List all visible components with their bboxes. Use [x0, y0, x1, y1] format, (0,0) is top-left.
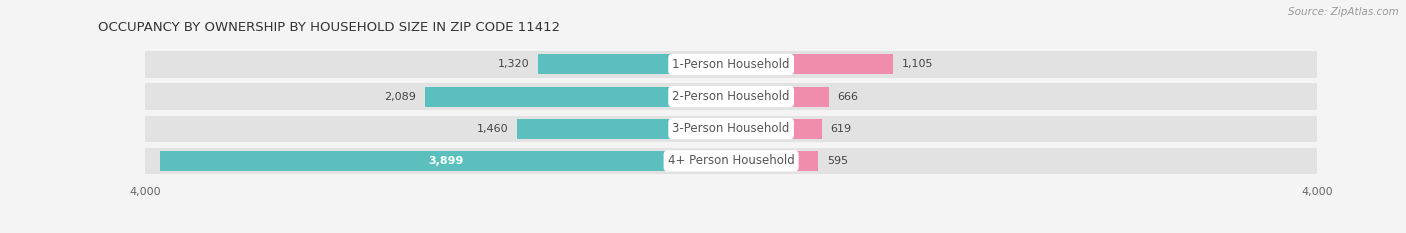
Text: 3,899: 3,899 [427, 156, 464, 166]
Text: 595: 595 [827, 156, 848, 166]
Bar [160, 151, 731, 171]
Bar [731, 55, 893, 74]
Text: 2,089: 2,089 [384, 92, 416, 102]
Text: 1,105: 1,105 [901, 59, 934, 69]
Bar [145, 148, 731, 174]
Bar [145, 83, 731, 110]
Bar [731, 151, 818, 171]
Bar [425, 87, 731, 106]
Bar [145, 51, 731, 78]
Text: 666: 666 [838, 92, 859, 102]
Bar [731, 116, 1317, 142]
Text: OCCUPANCY BY OWNERSHIP BY HOUSEHOLD SIZE IN ZIP CODE 11412: OCCUPANCY BY OWNERSHIP BY HOUSEHOLD SIZE… [98, 21, 561, 34]
Text: 2-Person Household: 2-Person Household [672, 90, 790, 103]
Text: 1,320: 1,320 [498, 59, 529, 69]
Text: 3-Person Household: 3-Person Household [672, 122, 790, 135]
Text: 619: 619 [831, 124, 852, 134]
Bar [731, 83, 1317, 110]
Text: Source: ZipAtlas.com: Source: ZipAtlas.com [1288, 7, 1399, 17]
Text: 1,460: 1,460 [477, 124, 509, 134]
Bar [731, 148, 1317, 174]
Bar [731, 119, 821, 139]
Bar [731, 87, 828, 106]
Text: 1-Person Household: 1-Person Household [672, 58, 790, 71]
Bar [145, 116, 731, 142]
Bar [537, 55, 731, 74]
Bar [517, 119, 731, 139]
Text: 4+ Person Household: 4+ Person Household [668, 154, 794, 167]
Bar [731, 51, 1317, 78]
